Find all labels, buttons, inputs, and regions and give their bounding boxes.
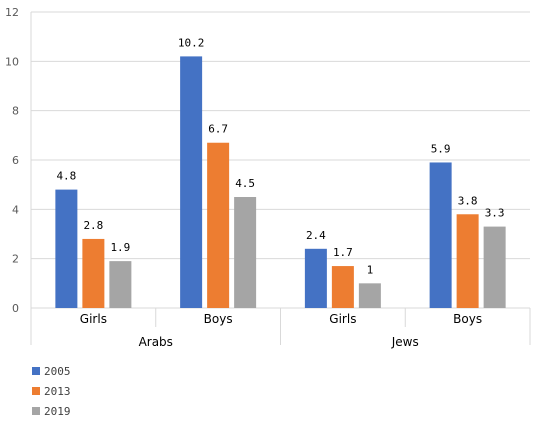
legend-swatch [32, 407, 40, 415]
y-tick-label: 4 [12, 203, 19, 216]
y-tick-label: 6 [12, 154, 19, 167]
bar-2019 [358, 283, 381, 308]
bar-2019 [234, 197, 257, 308]
data-label: 10.2 [178, 36, 205, 49]
data-label: 6.7 [208, 123, 228, 136]
category-label: Girls [329, 312, 356, 326]
legend-swatch [32, 367, 40, 375]
category-label: Girls [80, 312, 107, 326]
data-label: 1 [367, 263, 374, 276]
data-label: 4.5 [235, 177, 255, 190]
data-label: 2.4 [306, 229, 326, 242]
bar-2005 [429, 162, 452, 308]
bar-2019 [483, 226, 506, 308]
category-label: Boys [453, 312, 482, 326]
y-tick-label: 0 [12, 302, 19, 315]
legend-label: 2005 [44, 365, 71, 378]
data-label: 5.9 [431, 142, 451, 155]
legend-label: 2013 [44, 385, 71, 398]
legend-swatch [32, 387, 40, 395]
legend-label: 2019 [44, 405, 71, 418]
bar-2005 [304, 248, 327, 308]
group-label: Arabs [139, 335, 173, 349]
group-label: Jews [391, 335, 419, 349]
y-tick-label: 8 [12, 105, 19, 118]
data-label: 4.8 [56, 170, 76, 183]
data-label: 1.7 [333, 246, 353, 259]
bar-2005 [180, 56, 203, 309]
data-label: 3.8 [458, 194, 478, 207]
bar-2013 [207, 142, 230, 308]
data-label: 1.9 [110, 241, 130, 254]
bar-2013 [331, 266, 354, 308]
y-tick-label: 12 [5, 6, 19, 19]
y-tick-label: 10 [5, 55, 19, 68]
bar-2005 [55, 189, 78, 308]
bar-2013 [82, 238, 105, 308]
bar-2013 [456, 214, 479, 308]
bar-2019 [109, 261, 132, 308]
y-tick-label: 2 [12, 253, 19, 266]
data-label: 3.3 [485, 207, 505, 220]
category-label: Boys [204, 312, 233, 326]
data-label: 2.8 [83, 219, 103, 232]
